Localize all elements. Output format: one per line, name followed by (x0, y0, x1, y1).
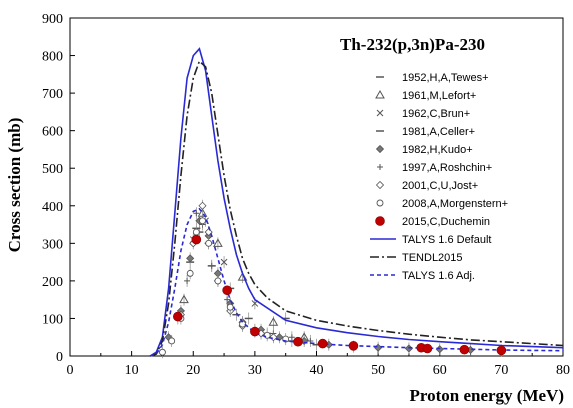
data-point (186, 269, 194, 277)
legend-swatch (376, 109, 384, 117)
y-tick-label: 300 (42, 237, 63, 252)
data-point (459, 344, 470, 355)
legend-label: TALYS 1.6 Default (402, 234, 491, 246)
legend-label: TENDL2015 (402, 252, 463, 264)
x-tick-label: 60 (433, 363, 447, 378)
legend-label: TALYS 1.6 Adj. (402, 270, 475, 282)
chart-title: Th-232(p,3n)Pa-230 (340, 35, 485, 54)
x-tick-label: 10 (125, 363, 139, 378)
series-line-1 (149, 59, 564, 357)
x-tick-label: 70 (494, 363, 508, 378)
data-point (250, 326, 260, 337)
legend-label: 1997,A,Roshchin+ (402, 162, 492, 174)
y-axis-ticks: 0 100 200 300 400 500 600 700 800 900 (42, 12, 75, 365)
data-point (158, 348, 166, 356)
x-axis-label: Proton energy (MeV) (409, 386, 564, 405)
legend: 1952,H,A,Tewes+ 1961,M,Lefort+ 1962,C,Brun… (370, 72, 508, 282)
data-point (213, 238, 223, 247)
y-tick-label: 200 (42, 275, 63, 290)
y-tick-label: 600 (42, 125, 63, 140)
legend-swatch (375, 216, 385, 226)
data-point (222, 285, 232, 296)
series-highlight-0 (173, 234, 507, 356)
legend-swatch (376, 199, 384, 207)
data-point (199, 217, 206, 225)
y-tick-label: 100 (42, 312, 63, 327)
x-tick-label: 0 (67, 363, 74, 378)
y-tick-label: 400 (42, 200, 63, 215)
legend-label: 1981,A,Celler+ (402, 126, 475, 138)
data-point (288, 334, 295, 341)
data-point (186, 254, 195, 263)
data-point (208, 262, 215, 269)
legend-label: 1962,C,Brun+ (402, 108, 470, 120)
y-tick-label: 800 (42, 50, 63, 65)
data-point (173, 311, 183, 322)
y-tick-label: 700 (42, 87, 63, 102)
legend-label: 2008,A,Morgenstern+ (402, 198, 508, 210)
legend-label: 1982,H,Kudo+ (402, 144, 473, 156)
x-tick-label: 20 (186, 363, 200, 378)
legend-label: 1952,H,A,Tewes+ (402, 72, 489, 84)
legend-swatch (377, 164, 383, 170)
legend-label: 2015,C,Duchemin (402, 216, 490, 228)
legend-swatch (375, 144, 385, 154)
data-point (422, 343, 433, 354)
data-point (269, 333, 278, 342)
data-point (193, 210, 200, 217)
data-point (179, 294, 189, 304)
data-point (226, 303, 234, 311)
data-point (184, 277, 191, 284)
x-tick-label: 30 (248, 363, 262, 378)
data-point (205, 239, 213, 247)
data-point (317, 338, 328, 349)
y-tick-label: 0 (56, 350, 63, 365)
data-point (293, 336, 303, 347)
y-tick-label: 900 (42, 12, 63, 27)
data-point (192, 228, 200, 236)
legend-swatch (375, 89, 385, 99)
data-point (198, 201, 207, 210)
series-layer (149, 47, 564, 359)
data-point (191, 234, 202, 245)
data-point (220, 258, 228, 266)
x-axis-ticks: 0 10 20 30 40 50 60 70 80 (67, 351, 570, 378)
data-point (348, 341, 359, 351)
legend-swatch (375, 180, 385, 190)
y-axis-label: Cross section (mb) (5, 118, 24, 253)
series-line-0 (149, 47, 564, 357)
data-point (496, 345, 507, 356)
data-point (214, 277, 222, 285)
data-point (307, 337, 314, 344)
data-point (268, 317, 279, 326)
x-tick-label: 50 (371, 363, 385, 378)
x-tick-label: 40 (310, 363, 324, 378)
y-tick-label: 500 (42, 162, 63, 177)
data-point (168, 337, 176, 345)
x-tick-label: 80 (556, 363, 570, 378)
legend-label: 1961,M,Lefort+ (402, 90, 476, 102)
data-point (224, 296, 231, 303)
legend-label: 2001,C,U,Jost+ (402, 180, 478, 192)
